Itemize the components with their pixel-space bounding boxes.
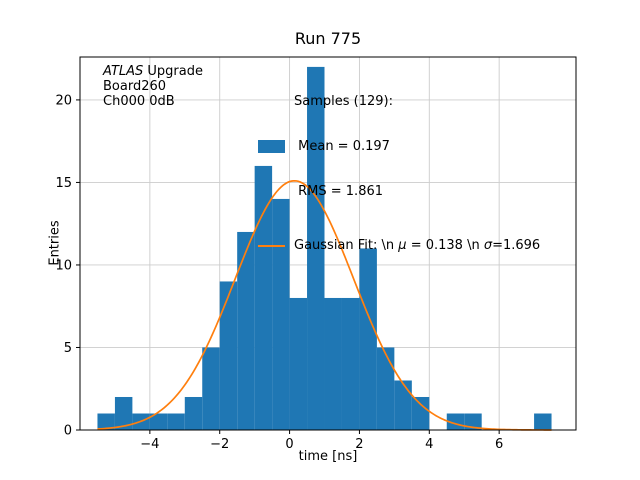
histogram-bar	[307, 66, 325, 431]
annotation-line-2: Board260	[103, 79, 167, 94]
sigma-symbol: σ	[483, 238, 493, 253]
histogram-bar	[289, 297, 308, 430]
samples-label-line-3: RMS = 1.861	[294, 184, 384, 199]
x-axis-label: time [ns]	[298, 449, 358, 464]
histogram-bar	[254, 165, 273, 430]
mu-value: = 0.138 \n	[406, 238, 484, 253]
annotation-upgrade: Upgrade	[143, 64, 203, 79]
annotation-line-3: Ch000 0dB	[103, 94, 175, 109]
histogram-bar	[149, 413, 168, 430]
histogram-bar	[219, 281, 238, 430]
annotation-line-1: ATLAS Upgrade	[103, 64, 203, 79]
y-tick-label: 10	[55, 258, 72, 273]
x-tick-label: 6	[495, 437, 503, 452]
x-tick-label: 2	[355, 437, 363, 452]
histogram-bar	[534, 413, 552, 430]
gaussian-label: Gaussian Fit: \n μ = 0.138 \n σ=1.696	[294, 238, 540, 253]
histogram-bar	[324, 297, 342, 430]
histogram-bar	[97, 413, 115, 430]
histogram-bar	[272, 198, 290, 430]
histogram-bar	[341, 297, 360, 430]
legend-entry-gaussian: Gaussian Fit: \n μ = 0.138 \n σ=1.696	[258, 238, 540, 253]
x-tick-label: −4	[140, 437, 159, 452]
x-tick-label: 4	[425, 437, 433, 452]
histogram-bar	[184, 396, 203, 430]
axes-frame	[79, 56, 577, 431]
gaussian-fit-curve	[97, 179, 552, 431]
samples-swatch	[258, 140, 285, 153]
histogram-bar	[394, 380, 412, 430]
mu-symbol: μ	[398, 238, 407, 253]
gaussian-label-text: Gaussian Fit: \n	[294, 238, 399, 253]
legend: Samples (129): Mean = 0.197 RMS = 1.861 …	[258, 64, 540, 253]
gaussian-swatch	[258, 244, 285, 247]
histogram-bar	[446, 413, 465, 430]
y-axis-label: Entries	[47, 220, 63, 266]
y-tick-label: 0	[64, 424, 72, 439]
samples-label: Samples (129): Mean = 0.197 RMS = 1.861	[294, 64, 393, 229]
y-tick-label: 15	[55, 176, 72, 191]
samples-label-line-2: Mean = 0.197	[294, 139, 390, 154]
x-tick-label: 0	[285, 437, 293, 452]
annotation-atlas-italic: ATLAS	[103, 64, 144, 79]
legend-entry-samples: Samples (129): Mean = 0.197 RMS = 1.861	[258, 64, 540, 229]
histogram-bar	[202, 347, 220, 430]
histogram-bar	[376, 347, 395, 430]
x-tick-label: −2	[210, 437, 229, 452]
sigma-value: =1.696	[492, 238, 541, 253]
annotation-text: ATLAS Upgrade Board260 Ch000 0dB	[103, 64, 203, 109]
histogram-bar	[114, 396, 133, 430]
samples-label-line-1: Samples (129):	[294, 94, 393, 109]
y-tick-label: 5	[64, 341, 72, 356]
histogram-bar	[167, 413, 185, 430]
histogram-bar	[237, 231, 255, 430]
histogram-bar	[359, 248, 377, 430]
y-tick-label: 20	[55, 93, 72, 108]
chart-title: Run 775	[294, 29, 362, 48]
histogram-bar	[411, 396, 430, 430]
